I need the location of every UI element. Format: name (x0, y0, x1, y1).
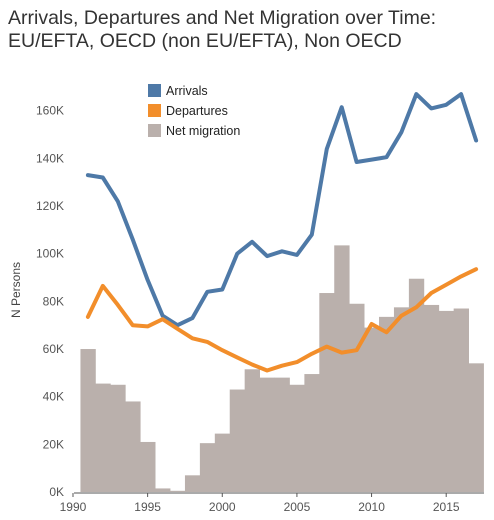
y-tick-label: 80K (43, 294, 64, 308)
net-migration-bar[interactable] (229, 389, 246, 492)
net-migration-bar[interactable] (423, 304, 440, 492)
legend-swatch (148, 84, 161, 97)
legend-label: Departures (166, 104, 228, 118)
x-tick-label: 2005 (284, 500, 311, 514)
y-tick-label: 140K (36, 151, 64, 165)
net-migration-bar[interactable] (95, 383, 111, 492)
net-migration-bars (80, 245, 484, 492)
legend-swatch (148, 104, 161, 117)
net-migration-bar[interactable] (364, 327, 380, 492)
series-lines (85, 92, 479, 373)
legend-swatch (148, 124, 161, 137)
net-migration-bar[interactable] (110, 384, 126, 492)
net-migration-bar[interactable] (349, 303, 365, 492)
y-tick-label: 60K (43, 342, 64, 356)
net-migration-bar[interactable] (393, 307, 410, 492)
net-migration-bar[interactable] (289, 384, 305, 492)
y-tick-label: 20K (43, 437, 64, 451)
y-axis-title: N Persons (9, 262, 23, 318)
net-migration-bar[interactable] (244, 369, 260, 492)
net-migration-bar[interactable] (125, 401, 141, 492)
legend-label: Arrivals (166, 84, 208, 98)
net-migration-bar[interactable] (379, 316, 395, 492)
net-migration-bar[interactable] (453, 308, 469, 492)
y-tick-label: 100K (36, 247, 64, 261)
net-migration-bar[interactable] (408, 278, 425, 492)
net-migration-bar[interactable] (304, 374, 320, 492)
net-migration-bar[interactable] (334, 245, 350, 492)
y-tick-label: 40K (43, 390, 64, 404)
net-migration-bar[interactable] (214, 433, 231, 492)
net-migration-bar[interactable] (259, 377, 275, 492)
net-migration-bar[interactable] (274, 377, 290, 492)
y-tick-label: 160K (36, 104, 64, 118)
net-migration-bar[interactable] (199, 443, 216, 492)
x-tick-label: 1995 (134, 500, 161, 514)
x-tick-label: 2010 (358, 500, 385, 514)
net-migration-bar[interactable] (319, 293, 335, 492)
chart-title-line-2: EU/EFTA, OECD (non EU/EFTA), Non OECD (8, 30, 402, 52)
net-migration-bar[interactable] (140, 441, 156, 492)
x-tick-label: 1990 (60, 500, 87, 514)
legend-label: Net migration (166, 124, 240, 138)
net-migration-bar[interactable] (438, 310, 455, 492)
y-tick-label: 120K (36, 199, 64, 213)
net-migration-bar[interactable] (80, 349, 96, 492)
y-axis: 0K 20K 40K 60K 80K 100K 120K 140K 160K (36, 104, 64, 499)
y-tick-label: 0K (49, 485, 64, 499)
departures-line[interactable] (85, 267, 479, 373)
x-tick-label: 2015 (433, 500, 460, 514)
chart-title-line-1: Arrivals, Departures and Net Migration o… (8, 7, 437, 29)
arrivals-line[interactable] (85, 92, 479, 328)
net-migration-bar[interactable] (155, 488, 171, 492)
net-migration-bar[interactable] (170, 490, 186, 492)
net-migration-bar[interactable] (468, 363, 484, 492)
legend[interactable]: Arrivals Departures Net migration (148, 84, 240, 138)
x-tick-label: 2000 (209, 500, 236, 514)
x-axis: 1990 1995 2000 2005 2010 2015 (60, 492, 484, 514)
net-migration-bar[interactable] (184, 475, 201, 492)
